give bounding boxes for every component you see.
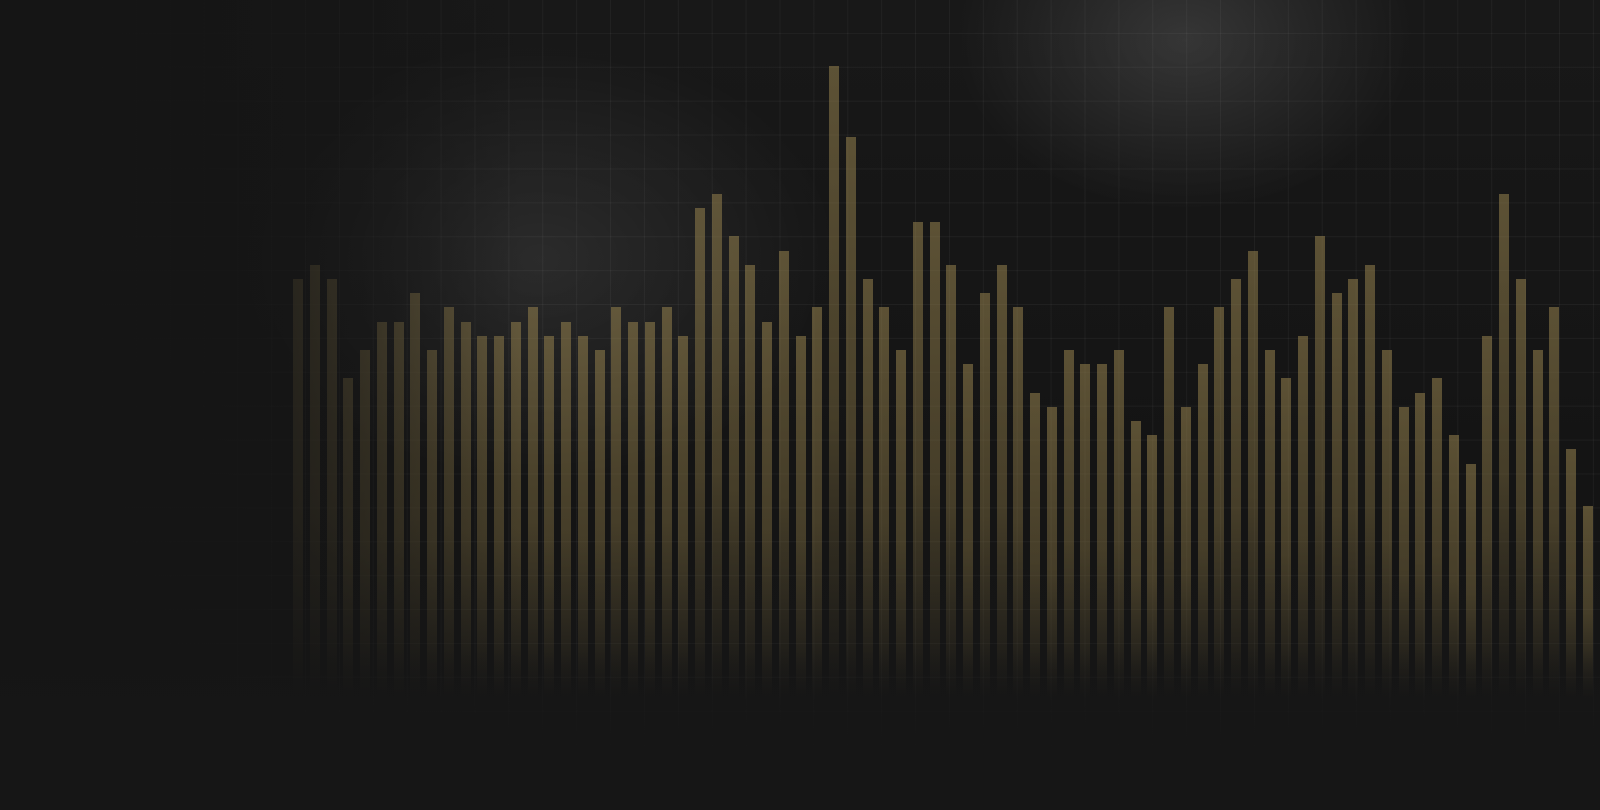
chart-bar xyxy=(1432,378,1442,700)
chart-bar xyxy=(946,264,957,700)
chart-bar xyxy=(1281,378,1292,700)
chart-bar xyxy=(1365,264,1375,700)
chart-bar xyxy=(1381,350,1392,700)
chart-bar xyxy=(1549,307,1560,700)
chart-bar xyxy=(611,307,622,700)
chart-bar xyxy=(661,307,672,700)
chart-bar xyxy=(996,264,1007,700)
chart-bar xyxy=(845,137,856,700)
chart-bar xyxy=(427,350,437,700)
chart-bar xyxy=(1080,364,1091,700)
chart-bar xyxy=(577,335,588,700)
chart-bar xyxy=(1231,279,1241,700)
chart-bar xyxy=(1214,307,1225,700)
chart-bar xyxy=(1147,435,1158,700)
chart-bar xyxy=(1180,406,1191,700)
chart-bar xyxy=(1130,421,1141,700)
chart-bar xyxy=(912,222,923,700)
chart-bar xyxy=(376,321,387,700)
chart-bar xyxy=(326,279,337,700)
chart-bar xyxy=(309,264,320,700)
chart-bar xyxy=(862,279,873,700)
chart-bar xyxy=(711,193,722,700)
chart-bar xyxy=(1247,250,1258,700)
chart-bar xyxy=(678,335,689,700)
chart-bar xyxy=(544,335,555,700)
chart-bar xyxy=(443,307,454,700)
chart-bar xyxy=(1164,307,1174,700)
chart-bar xyxy=(1348,279,1359,700)
chart-bar xyxy=(460,321,471,700)
chart-bar xyxy=(293,279,303,700)
chart-bar xyxy=(728,236,739,700)
chart-bar xyxy=(979,293,990,700)
chart-bar xyxy=(1113,350,1124,700)
chart-bar xyxy=(393,321,404,700)
chart-bar xyxy=(1582,506,1593,700)
chart-bar xyxy=(1046,406,1057,700)
chart-bar xyxy=(628,321,638,700)
chart-bar xyxy=(494,335,504,700)
chart-bar xyxy=(477,335,488,700)
chart-bar xyxy=(644,321,655,700)
chart-bar xyxy=(1264,350,1275,700)
chart-bar xyxy=(1415,392,1426,700)
chart-bar xyxy=(1515,279,1526,700)
chart-bar xyxy=(1465,463,1476,700)
chart-bar xyxy=(1030,392,1040,700)
chart-bar xyxy=(1532,350,1543,700)
chart-bar xyxy=(1331,293,1342,700)
chart-bar xyxy=(1448,435,1459,700)
chart-bar xyxy=(1482,335,1493,700)
chart-bar xyxy=(360,350,370,700)
chart-bar xyxy=(896,350,906,700)
chart-bar xyxy=(778,250,789,700)
chart-bar xyxy=(829,66,839,700)
chart-bar xyxy=(527,307,538,700)
chart-bar xyxy=(594,350,605,700)
chart-bar xyxy=(1097,364,1107,700)
chart-bar xyxy=(1499,193,1509,700)
chart-bar xyxy=(745,264,756,700)
chart-bar xyxy=(410,293,421,700)
chart-bar xyxy=(510,321,521,700)
chart-bar xyxy=(929,222,940,700)
chart-bar xyxy=(1298,335,1308,700)
chart-bar xyxy=(695,208,705,700)
chart-bar xyxy=(1566,449,1576,700)
chart-bar xyxy=(1398,406,1409,700)
chart-bar xyxy=(795,335,806,700)
chart-bar xyxy=(561,321,571,700)
chart-bar xyxy=(879,307,890,700)
chart-bar xyxy=(1314,236,1325,700)
chart-bar xyxy=(1197,364,1208,700)
chart-bar xyxy=(762,321,772,700)
chart-bar xyxy=(963,364,973,700)
chart-bar xyxy=(812,307,823,700)
chart-bar xyxy=(1063,350,1074,700)
chart-bar xyxy=(343,378,354,700)
chart-bar xyxy=(1013,307,1024,700)
